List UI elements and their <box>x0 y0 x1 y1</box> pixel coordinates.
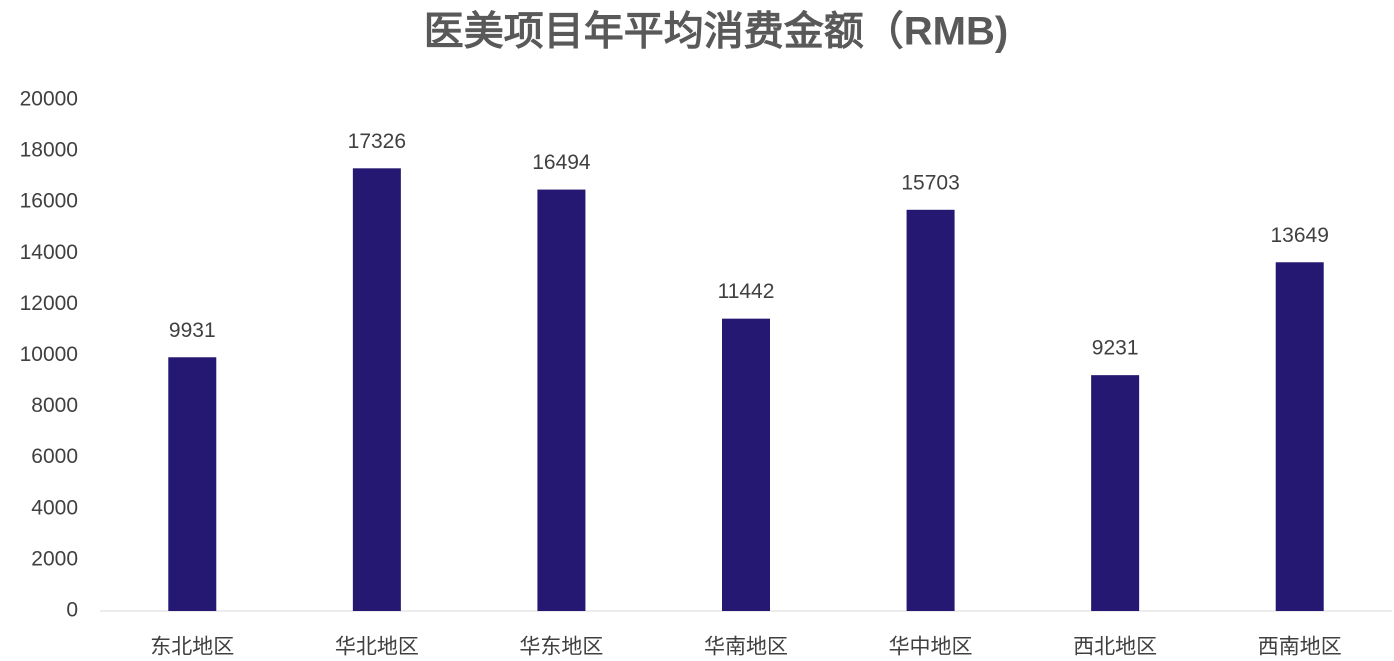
y-tick-label: 10000 <box>20 343 78 366</box>
y-tick-label: 6000 <box>31 445 78 468</box>
data-label: 9231 <box>1092 337 1139 360</box>
data-label: 13649 <box>1271 224 1329 247</box>
y-tick-label: 12000 <box>20 292 78 315</box>
bar <box>537 189 586 611</box>
y-tick-label: 0 <box>66 599 78 622</box>
y-tick-label: 2000 <box>31 547 78 570</box>
y-tick-label: 8000 <box>31 394 78 417</box>
y-tick-label: 4000 <box>31 496 78 519</box>
chart-title: 医美项目年平均消费金额（RMB) <box>424 9 1008 54</box>
data-label: 9931 <box>169 319 216 342</box>
y-tick-label: 14000 <box>20 241 78 264</box>
bar <box>168 357 217 611</box>
x-tick-label: 华东地区 <box>519 636 603 659</box>
bar <box>906 209 955 612</box>
x-tick-label: 西北地区 <box>1073 636 1157 659</box>
bar <box>722 318 770 611</box>
y-tick-label: 20000 <box>20 88 78 111</box>
data-label: 15703 <box>901 171 959 194</box>
y-tick-label: 16000 <box>20 190 78 213</box>
data-label: 11442 <box>718 280 775 303</box>
bar <box>1275 262 1324 611</box>
data-label: 17326 <box>348 130 406 153</box>
x-tick-label: 华北地区 <box>335 636 419 659</box>
y-tick-label: 18000 <box>20 139 78 162</box>
x-tick-label: 华中地区 <box>889 636 973 659</box>
x-tick-label: 西南地区 <box>1258 636 1342 659</box>
x-tick-label: 华南地区 <box>704 636 788 659</box>
x-tick-label: 东北地区 <box>150 636 234 659</box>
bar <box>352 168 401 612</box>
data-label: 16494 <box>532 151 591 174</box>
bar <box>1091 375 1140 611</box>
